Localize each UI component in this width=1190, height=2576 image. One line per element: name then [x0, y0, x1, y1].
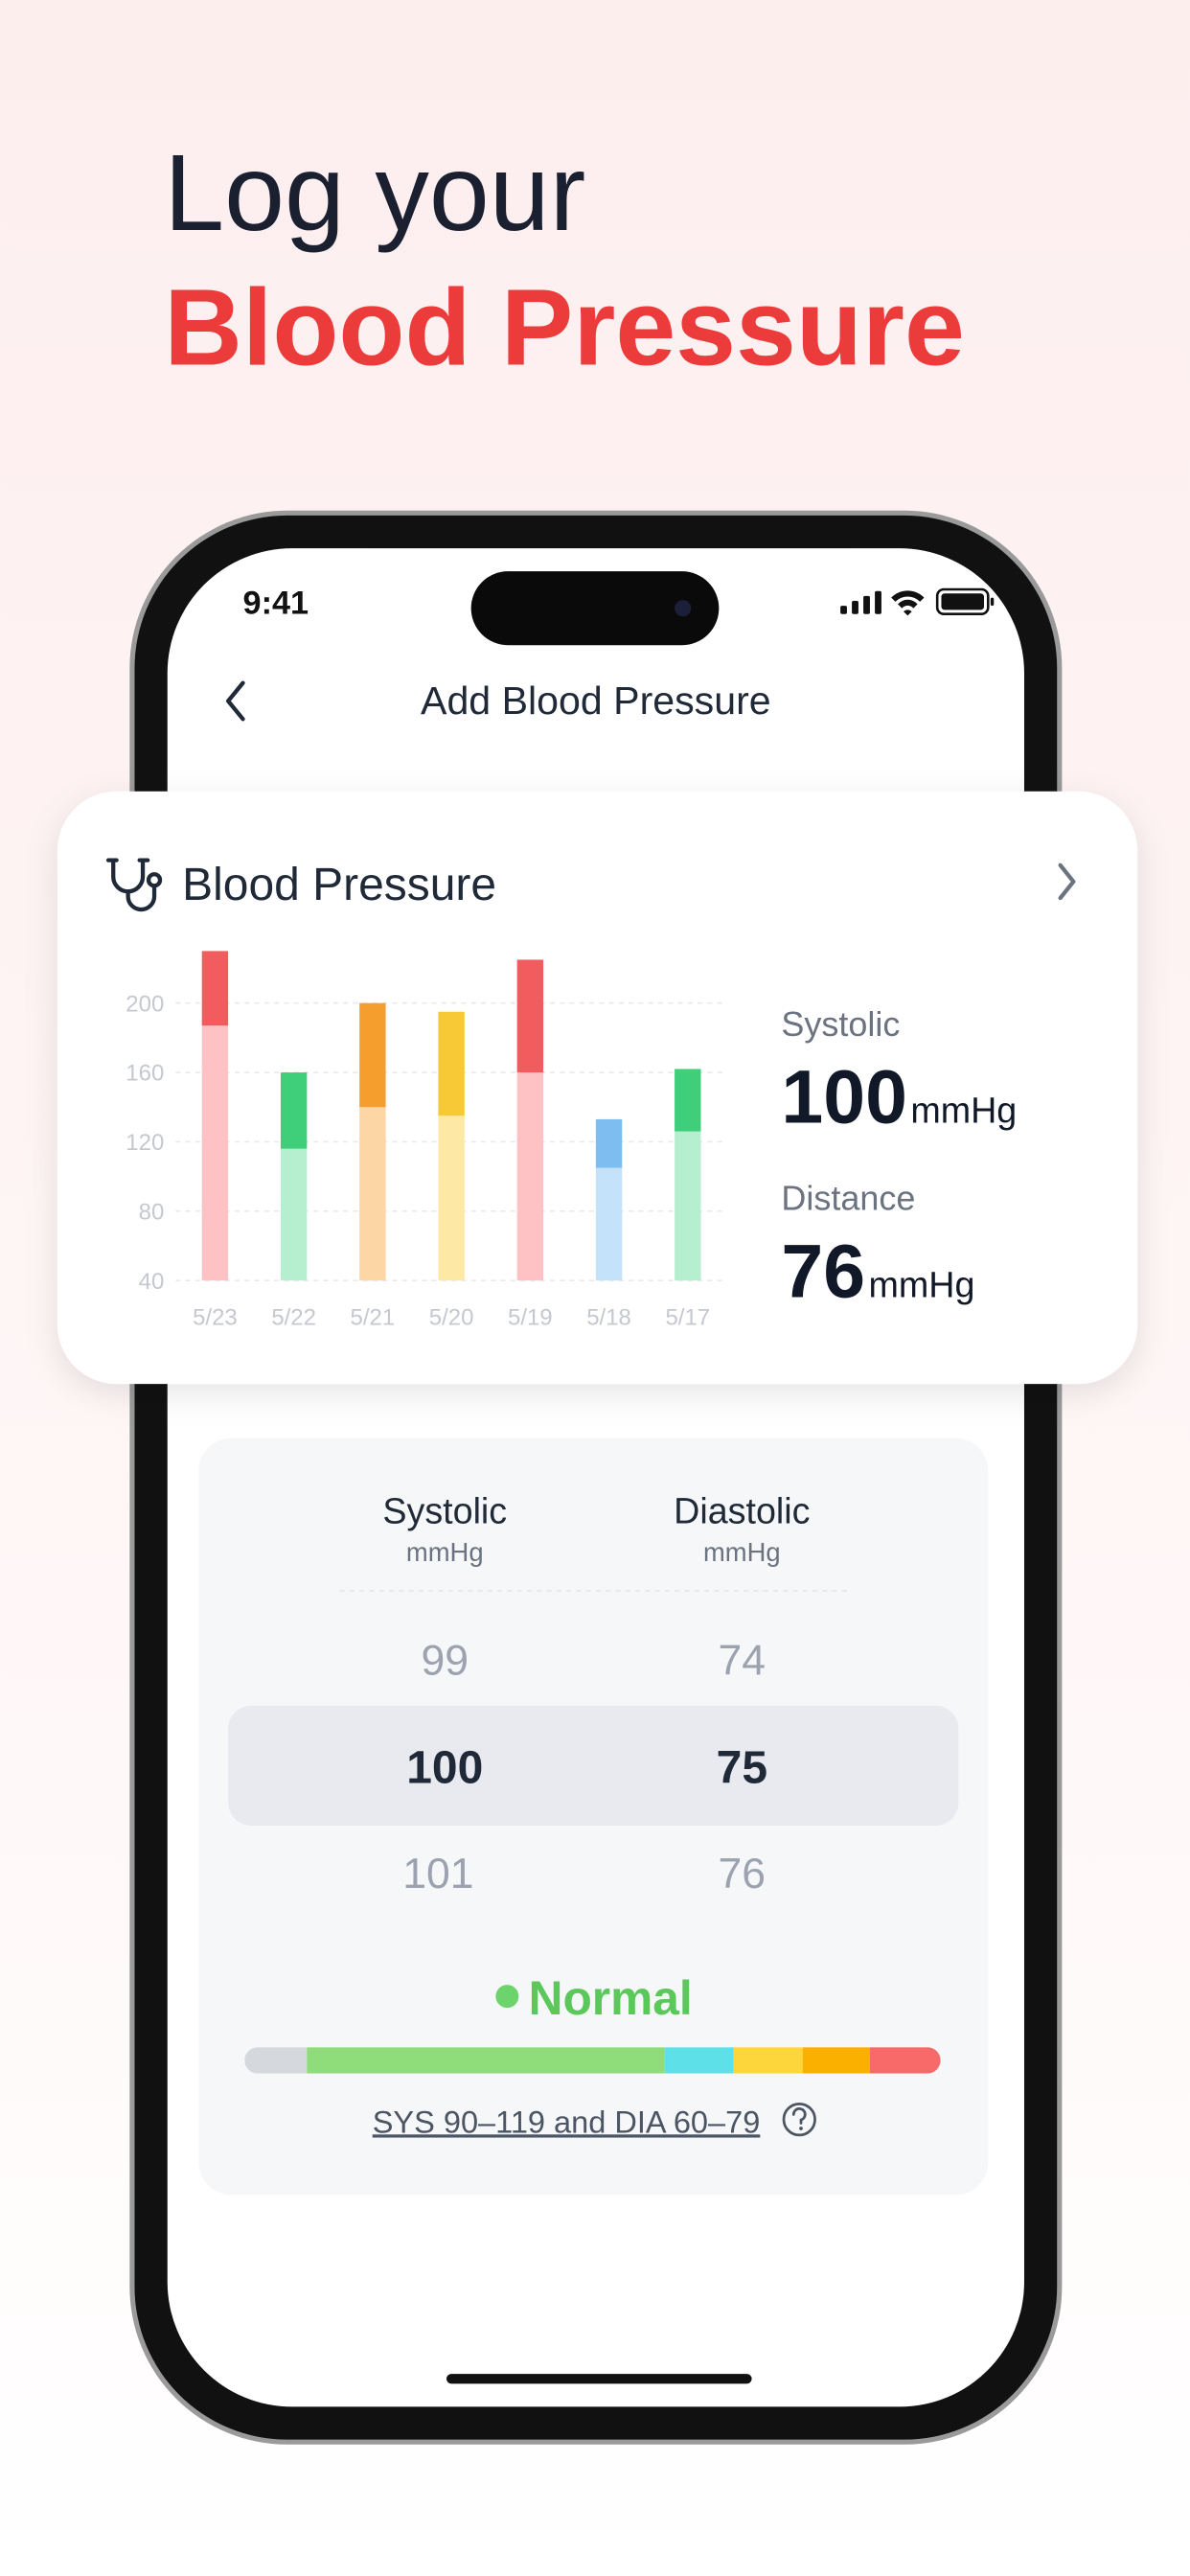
card-title: Blood Pressure	[182, 860, 496, 910]
selection-highlight	[228, 1705, 959, 1826]
bar-segment	[675, 1069, 701, 1132]
x-tick-label: 5/23	[193, 1304, 238, 1330]
bar-segment	[201, 951, 229, 1026]
y-tick-label: 40	[139, 1269, 165, 1295]
x-tick-label: 5/17	[665, 1304, 710, 1330]
bar-segment	[438, 1116, 465, 1281]
picker-option[interactable]: 99	[421, 1637, 469, 1684]
stethoscope-icon	[105, 858, 163, 912]
picker-selected[interactable]: 75	[717, 1742, 767, 1793]
stat-value: 76 mmHg	[781, 1229, 974, 1313]
column-unit: mmHg	[703, 1537, 781, 1567]
status-time: 9:41	[243, 586, 309, 622]
bar-segment	[516, 1072, 544, 1281]
bar-segment	[438, 1011, 465, 1116]
status-icons	[840, 587, 995, 616]
x-tick-label: 5/22	[271, 1304, 316, 1330]
x-tick-label: 5/21	[351, 1304, 396, 1330]
status-label: Normal	[529, 1971, 693, 2025]
column-label: Diastolic	[674, 1491, 810, 1531]
bar-chart: 40 80 120 160 200 5/23 5/22 5/21 5/20 5/19 5/18 5/1…	[126, 951, 727, 1330]
bar-segment	[516, 959, 544, 1073]
bar-segment	[675, 1131, 701, 1281]
stat-unit: mmHg	[869, 1264, 975, 1304]
help-icon[interactable]	[782, 2102, 816, 2137]
stat-label: Distance	[781, 1179, 915, 1218]
nav-title: Add Blood Pressure	[421, 678, 771, 723]
y-tick-label: 80	[139, 1199, 165, 1225]
stat-unit: mmHg	[910, 1091, 1017, 1131]
back-button[interactable]	[225, 680, 245, 722]
bar-segment	[201, 1025, 229, 1281]
y-tick-label: 160	[126, 1061, 164, 1087]
bar-segment	[359, 1107, 386, 1281]
headline-line1: Log your	[164, 132, 585, 253]
picker-option[interactable]: 76	[719, 1851, 767, 1898]
y-tick-label: 120	[126, 1130, 164, 1156]
stat-label: Systolic	[781, 1004, 900, 1044]
bar-segment	[359, 1002, 386, 1108]
bar-segment	[595, 1167, 623, 1281]
range-text[interactable]: SYS 90–119 and DIA 60–79	[373, 2104, 761, 2139]
stat-value: 100 mmHg	[781, 1055, 1017, 1139]
column-unit: mmHg	[406, 1537, 484, 1567]
bar-segment	[280, 1072, 308, 1149]
status-dot	[495, 1985, 519, 2009]
column-label: Systolic	[382, 1491, 507, 1531]
x-tick-label: 5/20	[429, 1304, 474, 1330]
bar-segment	[595, 1118, 623, 1168]
card-chevron[interactable]	[1058, 862, 1076, 901]
headline-line2: Blood Pressure	[164, 266, 965, 387]
dynamic-island	[470, 571, 720, 646]
camera	[675, 600, 692, 617]
stat-number: 76	[781, 1229, 865, 1313]
y-tick-label: 200	[126, 991, 164, 1017]
picker-option[interactable]: 74	[719, 1637, 767, 1684]
home-indicator	[446, 2374, 752, 2384]
summary-card[interactable]	[57, 791, 1138, 1385]
picker-option[interactable]: 101	[402, 1851, 473, 1898]
bar-segment	[280, 1148, 308, 1281]
picker-selected[interactable]: 100	[406, 1742, 483, 1793]
stat-number: 100	[781, 1055, 906, 1139]
x-tick-label: 5/19	[508, 1304, 553, 1330]
x-tick-label: 5/18	[586, 1304, 631, 1330]
range-bar	[244, 2047, 941, 2074]
